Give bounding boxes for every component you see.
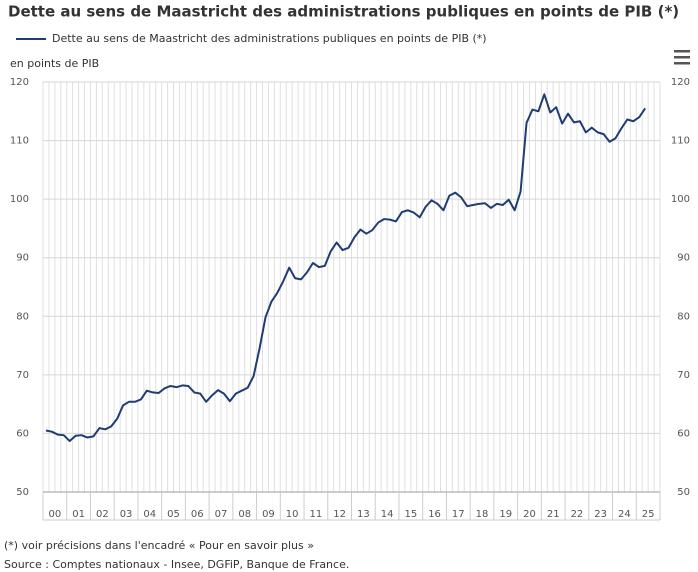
menu-bar [674,62,690,65]
x-tick-label: 20 [523,509,536,520]
menu-bar [674,50,690,53]
x-tick-label: 08 [238,509,251,520]
x-tick-label: 16 [428,509,441,520]
x-tick-label: 13 [357,509,370,520]
menu-icon[interactable] [674,50,690,65]
x-tick-label: 23 [594,509,607,520]
x-tick-label: 06 [191,509,204,520]
y2-tick-label: 70 [677,370,690,381]
x-tick-label: 09 [262,509,275,520]
y-tick-label: 60 [16,428,29,439]
y-tick-label: 120 [10,77,29,88]
x-tick-label: 19 [499,509,512,520]
y-tick-label: 90 [16,253,29,264]
x-tick-label: 18 [476,509,489,520]
x-tick-label: 25 [642,509,655,520]
y2-tick-label: 100 [671,194,690,205]
x-tick-label: 14 [381,509,394,520]
x-tick-label: 17 [452,509,465,520]
legend-label: Dette au sens de Maastricht des administ… [52,32,487,45]
y-axis-label: en points de PIB [10,57,99,70]
y2-tick-label: 60 [677,428,690,439]
x-tick-label: 04 [143,509,156,520]
x-tick-label: 22 [571,509,584,520]
x-tick-label: 21 [547,509,560,520]
x-tick-label: 01 [72,509,85,520]
y-tick-label: 70 [16,370,29,381]
source: Source : Comptes nationaux - Insee, DGFi… [4,558,349,571]
y2-tick-label: 80 [677,311,690,322]
y-tick-label: 100 [10,194,29,205]
y2-tick-label: 90 [677,253,690,264]
x-tick-label: 10 [286,509,299,520]
y2-tick-label: 110 [671,136,690,147]
data-line [45,93,646,443]
y-tick-label: 110 [10,136,29,147]
y-tick-label: 80 [16,311,29,322]
y2-tick-label: 50 [677,487,690,498]
x-tick-label: 05 [167,509,180,520]
x-tick-label: 07 [215,509,228,520]
x-tick-label: 00 [48,509,61,520]
x-tick-label: 02 [96,509,109,520]
footnote: (*) voir précisions dans l'encadré « Pou… [4,539,314,552]
x-tick-label: 12 [333,509,346,520]
x-tick-label: 24 [618,509,631,520]
x-tick-label: 11 [310,509,323,520]
x-tick-label: 03 [120,509,133,520]
y2-tick-label: 120 [671,77,690,88]
x-tick-label: 15 [404,509,417,520]
chart-title: Dette au sens de Maastricht des administ… [8,3,679,21]
menu-bar [674,56,690,59]
y-tick-label: 50 [16,487,29,498]
